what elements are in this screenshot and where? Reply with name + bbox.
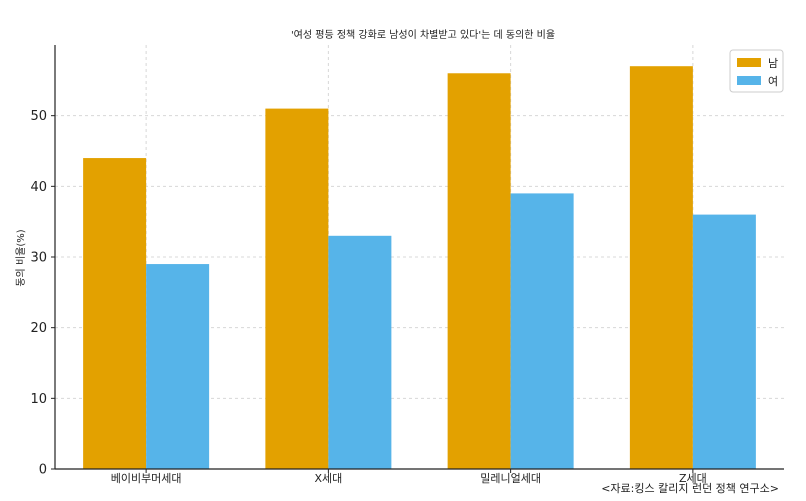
bar-male: [83, 158, 147, 470]
bars: [83, 66, 756, 470]
x-tick-label: X세대: [314, 472, 342, 485]
x-ticks: 베이비부머세대 X세대 밀레니얼세대 Z세대: [111, 469, 707, 485]
y-tick-label: 40: [30, 180, 47, 195]
y-tick-label: 0: [39, 463, 47, 478]
x-tick-label: 밀레니얼세대: [480, 471, 541, 485]
x-tick-label: 베이비부머세대: [111, 472, 182, 485]
legend-label: 남: [768, 57, 778, 70]
y-ticks: 0 10 20 30 40 50: [30, 109, 55, 478]
legend-swatch: [737, 58, 761, 67]
chart-title: '여성 평등 정책 강화로 남성이 차별받고 있다'는 데 동의한 비율: [291, 29, 555, 41]
y-axis-label: 동의 비율(%): [15, 229, 27, 286]
bar-female: [692, 214, 756, 469]
legend-label: 여: [768, 75, 778, 88]
bar-male: [447, 73, 511, 470]
x-tick-label: Z세대: [679, 472, 707, 485]
bar-female: [146, 264, 210, 469]
bar-male: [629, 66, 693, 469]
y-tick-label: 50: [30, 109, 47, 124]
bar-male: [265, 108, 329, 469]
bar-female: [510, 193, 574, 469]
bar-female: [328, 235, 392, 469]
legend-swatch: [737, 76, 761, 85]
source-note: <자료:킹스 칼리지 런던 정책 연구소>: [601, 482, 779, 495]
y-tick-label: 30: [30, 251, 47, 266]
legend: 남여: [729, 49, 784, 93]
y-tick-label: 10: [30, 392, 47, 407]
y-tick-label: 20: [30, 321, 47, 336]
